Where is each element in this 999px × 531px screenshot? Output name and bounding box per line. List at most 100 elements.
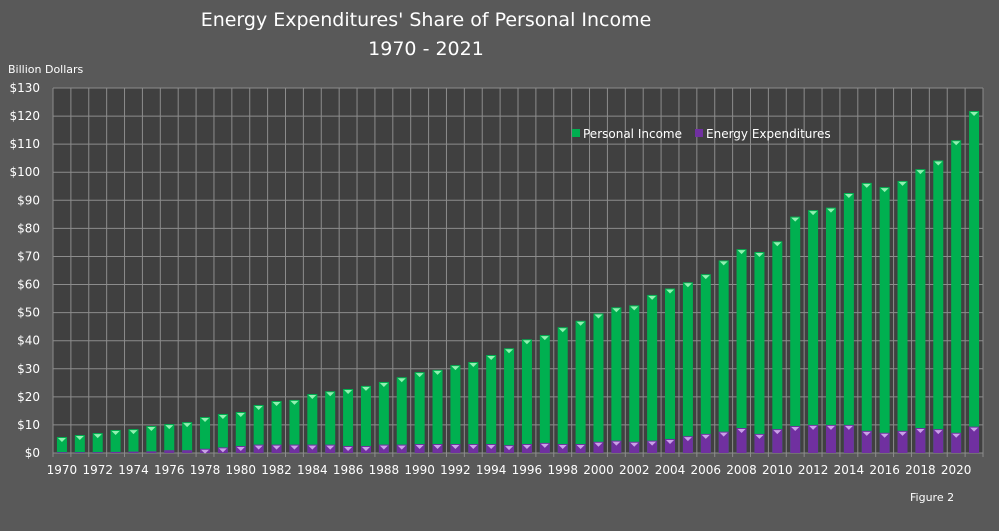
x-tick-label: 1984 <box>297 463 328 477</box>
y-tick-label: $90 <box>17 193 40 207</box>
bar-top-bevel <box>773 430 782 435</box>
bar-top-bevel <box>612 441 621 446</box>
bar-top-bevel <box>75 436 84 441</box>
bar-top-bevel <box>165 425 174 430</box>
bar-personal-income <box>629 305 640 453</box>
x-tick-label: 1992 <box>440 463 471 477</box>
x-tick-label: 2014 <box>834 463 865 477</box>
bar-personal-income <box>235 412 246 453</box>
bar-personal-income <box>414 372 425 453</box>
x-tick-label: 1976 <box>154 463 185 477</box>
bar-personal-income <box>682 282 693 453</box>
bar-top-bevel <box>522 340 531 345</box>
bar-energy-expenditures <box>146 451 157 453</box>
bar-top-bevel <box>666 439 675 444</box>
y-tick-label: $70 <box>17 249 40 263</box>
bar-top-bevel <box>737 429 746 434</box>
x-tick-label: 2006 <box>691 463 722 477</box>
bar-top-bevel <box>558 328 567 333</box>
bar-personal-income <box>915 169 926 453</box>
bar-top-bevel <box>844 194 853 199</box>
bar-energy-expenditures <box>897 430 908 453</box>
x-tick-label: 1988 <box>369 463 400 477</box>
bar-top-bevel <box>290 445 299 450</box>
bar-top-bevel <box>844 425 853 430</box>
bar-top-bevel <box>719 261 728 266</box>
bar-personal-income <box>289 399 300 453</box>
bar-personal-income <box>611 307 622 453</box>
bar-energy-expenditures <box>74 452 85 453</box>
bar-top-bevel <box>719 432 728 437</box>
bar-personal-income <box>557 327 568 453</box>
bar-personal-income <box>575 320 586 453</box>
bar-personal-income <box>665 288 676 453</box>
bar-top-bevel <box>272 402 281 407</box>
bar-personal-income <box>325 391 336 453</box>
x-tick-label: 1970 <box>47 463 78 477</box>
bar-energy-expenditures <box>56 452 67 453</box>
bar-top-bevel <box>666 289 675 294</box>
bar-top-bevel <box>952 433 961 438</box>
bar-personal-income <box>772 241 783 453</box>
x-tick-label: 1986 <box>333 463 364 477</box>
x-tick-label: 2016 <box>869 463 900 477</box>
bar-personal-income <box>593 313 604 453</box>
x-tick-label: 1974 <box>118 463 149 477</box>
bar-energy-expenditures <box>128 451 139 453</box>
bar-top-bevel <box>791 427 800 432</box>
bar-top-bevel <box>898 181 907 186</box>
bar-top-bevel <box>880 433 889 438</box>
bar-top-bevel <box>952 141 961 146</box>
y-tick-label: $30 <box>17 362 40 376</box>
bar-top-bevel <box>218 448 227 453</box>
bar-personal-income <box>468 362 479 453</box>
bar-personal-income <box>396 377 407 453</box>
x-tick-label: 2010 <box>762 463 793 477</box>
bar-top-bevel <box>505 349 514 354</box>
bar-personal-income <box>450 365 461 453</box>
bar-top-bevel <box>433 370 442 375</box>
bar-top-bevel <box>111 430 120 435</box>
bar-top-bevel <box>379 445 388 450</box>
bar-top-bevel <box>236 446 245 451</box>
bar-energy-expenditures <box>539 442 550 453</box>
bar-personal-income <box>879 187 890 453</box>
bar-personal-income <box>307 394 318 453</box>
x-tick-label: 1982 <box>261 463 292 477</box>
bar-top-bevel <box>809 211 818 216</box>
bar-personal-income <box>164 424 175 453</box>
bar-top-bevel <box>683 437 692 442</box>
bar-top-bevel <box>236 413 245 418</box>
bar-energy-expenditures <box>861 430 872 453</box>
legend-label: Energy Expenditures <box>706 127 831 141</box>
bar-personal-income <box>539 335 550 453</box>
bar-personal-income <box>790 216 801 453</box>
bar-top-bevel <box>451 366 460 371</box>
y-tick-label: $10 <box>17 418 40 432</box>
x-tick-label: 1978 <box>190 463 221 477</box>
bar-personal-income <box>378 381 389 453</box>
y-tick-label: $110 <box>9 137 40 151</box>
x-tick-label: 1980 <box>226 463 257 477</box>
x-tick-label: 1990 <box>404 463 435 477</box>
bar-top-bevel <box>344 446 353 451</box>
y-tick-label: $0 <box>25 446 40 460</box>
bar-top-bevel <box>469 445 478 450</box>
bar-energy-expenditures <box>754 433 765 453</box>
bar-personal-income <box>808 210 819 453</box>
y-tick-labels: $0 $10 $20 $30 $40 $50 $60 $70 $80 $90 $100 $110 $12… <box>9 81 40 460</box>
bar-personal-income <box>110 429 121 453</box>
bar-energy-expenditures <box>736 428 747 453</box>
y-tick-label: $60 <box>17 278 40 292</box>
x-tick-label: 1972 <box>82 463 113 477</box>
bar-top-bevel <box>970 112 979 117</box>
bar-top-bevel <box>201 418 210 423</box>
y-tick-label: $120 <box>9 109 40 123</box>
y-tick-label: $100 <box>9 165 40 179</box>
bar-top-bevel <box>809 425 818 430</box>
bar-top-bevel <box>397 378 406 383</box>
bar-energy-expenditures <box>164 450 175 453</box>
bar-energy-expenditures <box>665 438 676 453</box>
bar-top-bevel <box>57 437 66 442</box>
